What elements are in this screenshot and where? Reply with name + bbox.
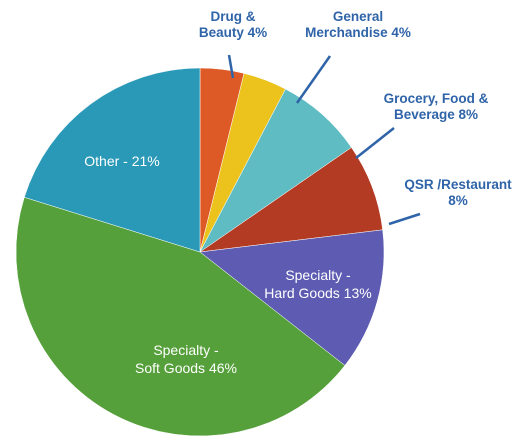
slice-label-line: Merchandise 4% — [305, 25, 411, 40]
leader-line-0 — [227, 54, 235, 79]
slice-label-line: Drug & — [211, 9, 256, 24]
pie-slice-4 — [199, 229, 385, 366]
slice-label-line: Beauty 4% — [199, 25, 267, 40]
leader-line-2 — [355, 127, 395, 159]
slice-label-line: QSR /Restaurant — [404, 177, 512, 192]
slice-label-3: QSR /Restaurant 8% — [404, 177, 512, 208]
slice-label-6: Other - 21% — [84, 153, 159, 169]
leader-lines — [227, 54, 421, 226]
pie-slice-5 — [15, 196, 346, 437]
slice-label-line: Grocery, Food & — [384, 91, 489, 106]
slice-label-5: Specialty - Soft Goods 46% — [135, 342, 237, 376]
slice-labels: Drug & Beauty 4% General Merchandise 4% Groc… — [84, 9, 512, 376]
slice-label-line: 8% — [448, 193, 468, 208]
slice-label-line: Specialty - — [153, 342, 219, 358]
pie-slices — [15, 67, 385, 437]
slice-label-2: Grocery, Food & Beverage 8% — [384, 91, 489, 122]
slice-label-line: Soft Goods 46% — [135, 360, 237, 376]
slice-label-1: General Merchandise 4% — [305, 9, 411, 40]
pie-slice-6 — [24, 67, 201, 253]
slice-label-4: Specialty - Hard Goods 13% — [264, 267, 371, 301]
slice-label-line: General — [333, 9, 383, 24]
leader-line-3 — [388, 212, 421, 226]
slice-label-0: Drug & Beauty 4% — [199, 9, 267, 40]
slice-label-line: Specialty - — [285, 267, 351, 283]
slice-label-line: Beverage 8% — [394, 107, 478, 122]
leader-line-1 — [295, 55, 332, 104]
slice-label-line: Other - 21% — [84, 153, 159, 169]
slice-label-line: Hard Goods 13% — [264, 285, 371, 301]
